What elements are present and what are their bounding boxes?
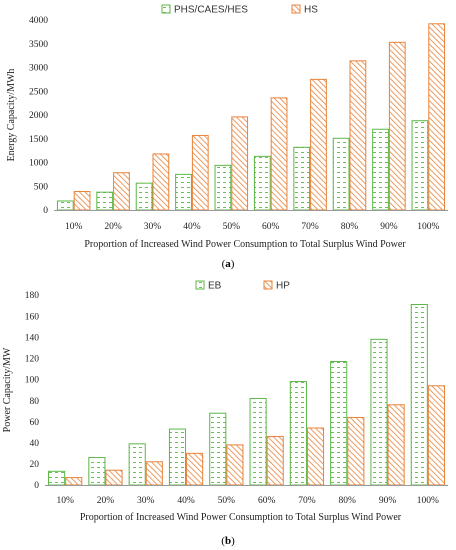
- x-tick-label-b-2: 30%: [137, 496, 155, 506]
- legend-label-a-1: HS: [304, 5, 318, 16]
- y-tick-label-b-0: 0: [34, 481, 39, 491]
- x-tick-label-b-9: 100%: [417, 496, 439, 506]
- chart-panel-b: 0 20 40 60 80 100 120 140 160 180 Power Capacity/M…: [2, 280, 448, 547]
- legend-label-b-1: HP: [276, 281, 290, 292]
- bar-a-s1-20pct: [96, 191, 114, 211]
- x-tick-label-b-6: 70%: [298, 496, 316, 506]
- x-tick-label-a-0: 10%: [65, 222, 83, 232]
- legend-swatch-a-1: [291, 4, 301, 14]
- y-tick-label-a-4: 2000: [29, 111, 48, 121]
- x-tick-label-b-8: 90%: [379, 496, 397, 506]
- y-tick-label-b-5: 100: [25, 376, 40, 386]
- bar-b-s1-80pct: [330, 361, 348, 486]
- bar-b-s2-90pct: [387, 404, 405, 486]
- bar-a-s1-50pct: [214, 164, 232, 211]
- bar-b-s1-10pct: [48, 470, 66, 486]
- bar-a-s2-100pct: [428, 23, 446, 211]
- legend-label-b-0: EB: [208, 281, 222, 292]
- y-tick-label-b-6: 120: [25, 355, 40, 365]
- bar-a-s2-20pct: [113, 172, 130, 211]
- bar-b-s2-10pct: [65, 477, 83, 486]
- bar-a-s2-40pct: [191, 134, 209, 211]
- x-tick-label-a-3: 40%: [183, 222, 201, 232]
- legend-swatch-b-0: [195, 280, 205, 290]
- panel-caption-b: (b): [221, 535, 235, 547]
- x-tick-label-a-2: 30%: [144, 222, 162, 232]
- y-tick-label-a-6: 3000: [29, 64, 48, 74]
- y-axis-label-b: Power Capacity/MW: [2, 347, 13, 432]
- x-tick-label-b-4: 50%: [218, 496, 236, 506]
- bar-b-s1-60pct: [249, 397, 267, 486]
- bar-a-s2-10pct: [73, 190, 91, 211]
- bar-b-s1-90pct: [370, 338, 388, 486]
- bar-b-s2-50pct: [226, 444, 244, 486]
- x-tick-label-b-3: 40%: [177, 496, 195, 506]
- y-axis-label-a: Energy Capacity/MWh: [6, 69, 17, 162]
- x-axis-label-b: Proportion of Increased Wind Power Consu…: [80, 512, 402, 523]
- bar-b-s1-50pct: [209, 412, 227, 486]
- x-tick-label-a-9: 100%: [417, 222, 439, 232]
- y-tick-label-a-2: 1000: [29, 159, 48, 169]
- y-tick-label-a-5: 2500: [29, 87, 48, 97]
- bar-a-s1-40pct: [175, 173, 192, 211]
- x-tick-label-a-7: 80%: [341, 222, 359, 232]
- x-tick-label-b-1: 20%: [97, 496, 115, 506]
- bar-a-s2-80pct: [349, 60, 367, 211]
- x-tick-label-b-7: 80%: [339, 496, 357, 506]
- y-tick-label-a-1: 500: [34, 182, 49, 192]
- bar-b-s2-30pct: [145, 461, 163, 486]
- y-tick-label-a-3: 1500: [29, 135, 48, 145]
- bar-a-s1-60pct: [253, 155, 271, 211]
- x-tick-label-b-0: 10%: [56, 496, 74, 506]
- y-tick-label-b-8: 160: [25, 312, 40, 322]
- bar-b-s1-100pct: [410, 304, 428, 486]
- chart-panel-a: 0 500 1000 1500 2000 2500 3000 3500 4000 Energy C…: [6, 4, 448, 270]
- x-axis-label-a: Proportion of Increased Wind Power Consu…: [84, 239, 406, 250]
- bar-a-s2-90pct: [388, 41, 406, 211]
- legend-label-a-0: PHS/CAES/HES: [174, 5, 248, 16]
- bar-a-s2-70pct: [310, 78, 327, 211]
- bar-b-s1-70pct: [289, 381, 307, 486]
- bar-a-s1-30pct: [135, 182, 153, 211]
- bar-b-s2-80pct: [347, 416, 365, 486]
- x-tick-label-a-4: 50%: [223, 222, 241, 232]
- bar-a-s2-30pct: [152, 153, 170, 211]
- x-tick-label-a-1: 20%: [104, 222, 122, 232]
- bar-a-s1-80pct: [332, 137, 350, 211]
- bar-b-s1-30pct: [128, 443, 146, 486]
- x-tick-label-a-6: 70%: [301, 222, 319, 232]
- y-tick-label-b-1: 20: [30, 460, 40, 470]
- bar-b-s2-20pct: [105, 469, 123, 486]
- x-tick-label-a-5: 60%: [262, 222, 280, 232]
- y-tick-label-b-9: 180: [25, 291, 40, 301]
- x-tick-label-b-5: 60%: [258, 496, 276, 506]
- y-tick-label-a-7: 3500: [29, 40, 48, 50]
- bar-b-s1-20pct: [88, 457, 106, 486]
- bar-b-s2-100pct: [427, 385, 445, 486]
- panel-caption-a: (a): [222, 258, 235, 270]
- bar-b-s2-60pct: [266, 435, 284, 486]
- y-tick-label-b-4: 80: [30, 397, 40, 407]
- bar-a-s2-60pct: [270, 97, 288, 211]
- bar-b-s2-40pct: [186, 452, 204, 486]
- bar-b-s1-40pct: [168, 428, 187, 486]
- y-tick-label-b-7: 140: [25, 333, 40, 343]
- bar-a-s1-70pct: [293, 146, 311, 211]
- y-tick-label-a-8: 4000: [29, 16, 48, 26]
- bar-a-s1-10pct: [56, 200, 74, 211]
- legend-swatch-b-1: [263, 280, 273, 290]
- y-tick-label-a-0: 0: [43, 206, 48, 216]
- bar-a-s1-100pct: [411, 120, 429, 211]
- bar-a-s2-50pct: [231, 116, 249, 211]
- x-tick-label-a-8: 90%: [380, 222, 398, 232]
- y-tick-label-b-3: 60: [30, 418, 40, 428]
- y-tick-label-b-2: 40: [30, 439, 40, 449]
- bar-a-s1-90pct: [372, 128, 389, 211]
- legend-swatch-a-0: [161, 4, 171, 14]
- bar-b-s2-70pct: [306, 427, 325, 486]
